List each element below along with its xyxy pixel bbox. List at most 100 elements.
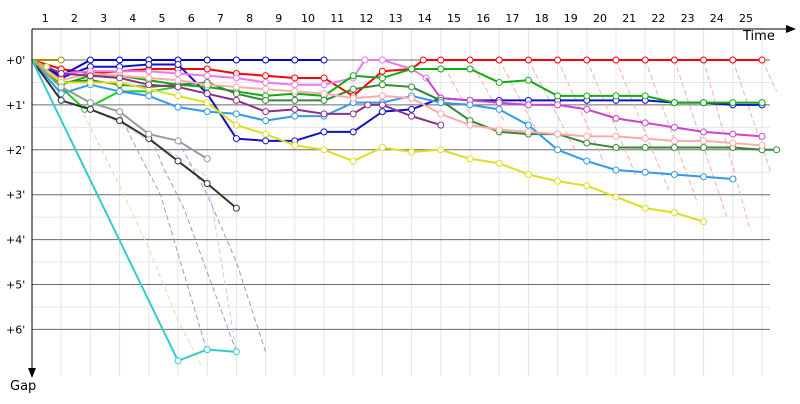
data-point <box>203 108 211 116</box>
data-point <box>378 92 386 100</box>
lap-dashed-line <box>673 59 728 218</box>
data-point <box>145 92 153 100</box>
lap-dashed-line <box>557 59 605 164</box>
data-point <box>408 94 416 102</box>
data-point <box>583 56 591 64</box>
data-point <box>437 99 445 107</box>
x-tick-label: 20 <box>593 12 607 25</box>
data-point <box>524 170 532 178</box>
data-point <box>437 65 445 73</box>
data-point <box>174 357 182 365</box>
series-line <box>31 59 442 127</box>
data-point <box>116 74 124 82</box>
data-point <box>116 108 124 116</box>
y-tick-label: +4' <box>6 234 25 247</box>
x-tick-label: 10 <box>301 12 315 25</box>
series-line <box>31 59 704 223</box>
data-point <box>232 121 240 129</box>
data-point <box>349 110 357 118</box>
data-point <box>700 144 708 152</box>
lap-dashed-line <box>644 59 699 204</box>
data-point <box>86 56 94 64</box>
data-point <box>86 99 94 107</box>
x-tick-label: 25 <box>739 12 753 25</box>
x-tick-label: 6 <box>188 12 195 25</box>
y-axis-arrow <box>28 368 36 378</box>
x-tick-label: 2 <box>71 12 78 25</box>
x-tick-label: 21 <box>622 12 636 25</box>
data-point <box>86 105 94 113</box>
data-point <box>378 144 386 152</box>
data-point <box>437 56 445 64</box>
data-point <box>320 128 328 136</box>
data-point <box>700 56 708 64</box>
data-point <box>174 60 182 68</box>
y-tick-label: +1' <box>6 99 25 112</box>
data-point <box>232 74 240 82</box>
data-point <box>495 78 503 86</box>
data-point <box>361 56 369 64</box>
data-point <box>495 105 503 113</box>
x-tick-label: 23 <box>681 12 695 25</box>
data-point <box>641 204 649 212</box>
data-point <box>320 90 328 98</box>
x-tick-label: 19 <box>564 12 578 25</box>
data-point <box>612 132 620 140</box>
data-point <box>262 117 270 125</box>
data-point <box>349 94 357 102</box>
data-point <box>583 182 591 190</box>
data-point <box>670 209 678 217</box>
data-point <box>291 56 299 64</box>
data-point <box>583 157 591 165</box>
data-point <box>174 103 182 111</box>
data-point <box>320 56 328 64</box>
data-point <box>495 159 503 167</box>
data-point <box>524 56 532 64</box>
x-tick-label: 3 <box>100 12 107 25</box>
data-point <box>408 83 416 91</box>
data-point <box>437 121 445 129</box>
data-point <box>262 137 270 145</box>
data-point <box>554 56 562 64</box>
data-point <box>758 132 766 140</box>
x-tick-label: 14 <box>418 12 432 25</box>
data-point <box>57 69 65 77</box>
data-point <box>262 130 270 138</box>
data-point <box>291 112 299 120</box>
data-point <box>612 193 620 201</box>
data-point <box>174 137 182 145</box>
x-tick-label: 9 <box>275 12 282 25</box>
data-point <box>524 76 532 84</box>
data-point <box>729 56 737 64</box>
data-point <box>262 85 270 93</box>
data-point <box>773 146 781 154</box>
data-point <box>670 170 678 178</box>
data-point <box>145 74 153 82</box>
data-point <box>320 110 328 118</box>
data-point <box>203 90 211 98</box>
data-point <box>349 85 357 93</box>
data-point <box>57 56 65 64</box>
data-point <box>700 137 708 145</box>
data-point <box>437 146 445 154</box>
lap-dashed-line <box>703 59 751 231</box>
data-point <box>700 218 708 226</box>
series-line <box>31 59 238 209</box>
data-point <box>349 128 357 136</box>
y-axis-title: Gap <box>10 379 36 394</box>
data-point <box>116 56 124 64</box>
data-point <box>232 204 240 212</box>
data-point <box>612 56 620 64</box>
data-point <box>57 83 65 91</box>
data-point <box>495 99 503 107</box>
x-tick-label: 15 <box>447 12 461 25</box>
data-point <box>670 137 678 145</box>
lap-dashed-line <box>148 131 237 353</box>
data-point <box>262 96 270 104</box>
data-point <box>670 123 678 131</box>
data-point <box>320 146 328 154</box>
data-point <box>378 56 386 64</box>
data-point <box>670 144 678 152</box>
